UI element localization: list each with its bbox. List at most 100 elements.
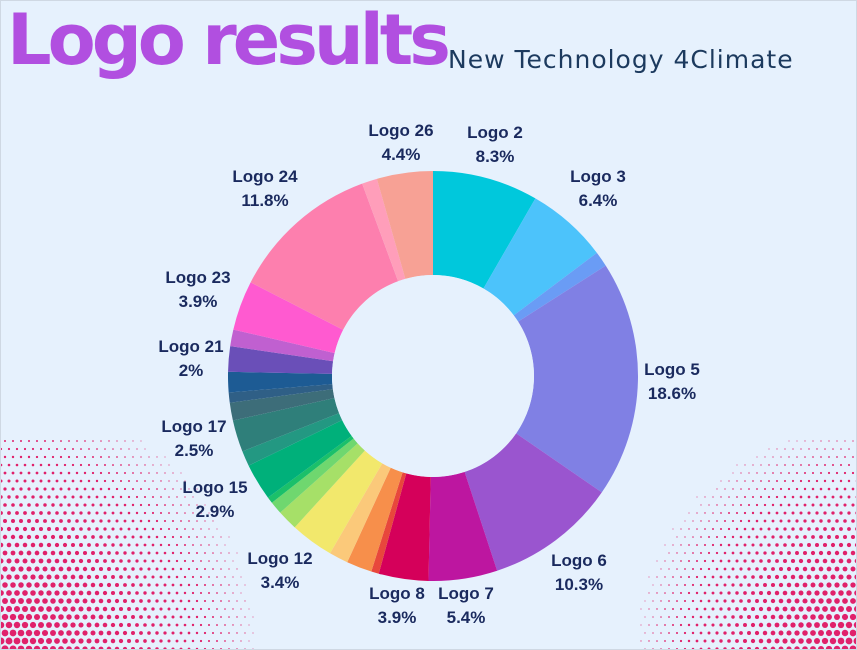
halftone-dot: [51, 519, 55, 523]
halftone-dot: [660, 584, 662, 586]
halftone-dot: [10, 598, 16, 604]
halftone-dot: [703, 639, 707, 643]
halftone-dot: [9, 645, 17, 649]
halftone-dot: [695, 639, 699, 643]
halftone-dot: [139, 647, 143, 649]
halftone-dot: [35, 503, 39, 507]
label-name-logo-8: Logo 8: [369, 584, 425, 603]
halftone-dot: [155, 567, 159, 571]
halftone-dot: [9, 613, 17, 621]
halftone-dot: [183, 607, 187, 611]
halftone-dot: [17, 645, 25, 649]
halftone-dot: [43, 455, 47, 459]
halftone-dot: [719, 607, 723, 611]
halftone-dot: [38, 558, 44, 564]
halftone-dot: [232, 560, 234, 562]
halftone-dot: [159, 591, 163, 595]
halftone-dot: [811, 503, 815, 507]
halftone-dot: [10, 534, 16, 540]
halftone-dot: [195, 599, 199, 603]
halftone-dot: [139, 519, 143, 523]
halftone-dot: [70, 558, 76, 564]
halftone-dot: [696, 528, 698, 530]
halftone-dot: [792, 448, 794, 450]
halftone-dot: [782, 622, 788, 628]
halftone-dot: [854, 590, 856, 596]
halftone-dot: [39, 447, 43, 451]
halftone-dot: [735, 607, 739, 611]
halftone-dot: [684, 568, 686, 570]
halftone-dot: [143, 623, 147, 627]
halftone-dot: [10, 566, 16, 572]
halftone-dot: [63, 495, 67, 499]
halftone-dot: [735, 575, 739, 579]
halftone-dot: [822, 590, 828, 596]
halftone-dot: [743, 591, 747, 595]
halftone-dot: [103, 559, 107, 563]
halftone-dot: [851, 503, 855, 507]
halftone-dot: [39, 463, 43, 467]
halftone-dot: [790, 638, 796, 644]
halftone-dot: [806, 622, 812, 628]
halftone-dot: [703, 623, 707, 627]
halftone-dot: [208, 592, 210, 594]
halftone-dot: [7, 495, 11, 499]
halftone-dot: [58, 630, 64, 636]
halftone-dot: [208, 528, 210, 530]
halftone-dot: [30, 558, 36, 564]
halftone-dot: [156, 488, 158, 490]
halftone-dot: [824, 448, 826, 450]
halftone-dot: [127, 527, 131, 531]
halftone-dot: [780, 472, 782, 474]
halftone-dot: [834, 566, 840, 572]
halftone-dot: [835, 519, 839, 523]
halftone-dot: [652, 584, 654, 586]
halftone-dot: [759, 543, 763, 547]
halftone-dot: [847, 527, 851, 531]
halftone-dot: [7, 447, 11, 451]
halftone-dot: [131, 615, 135, 619]
halftone-dot: [751, 575, 755, 579]
halftone-dot: [119, 527, 123, 531]
halftone-dot: [22, 590, 28, 596]
halftone-dot: [841, 629, 849, 637]
halftone-dot: [51, 503, 55, 507]
halftone-dot: [62, 622, 68, 628]
halftone-dot: [144, 480, 146, 482]
halftone-dot: [82, 582, 88, 588]
halftone-dot: [798, 622, 804, 628]
halftone-dot: [679, 591, 683, 595]
halftone-dot: [841, 613, 849, 621]
halftone-dot: [51, 455, 55, 459]
halftone-dot: [783, 527, 787, 531]
halftone-dot: [59, 487, 63, 491]
halftone-dot: [67, 503, 71, 507]
halftone-dot: [94, 622, 100, 628]
halftone-dot: [854, 574, 856, 580]
halftone-dot: [675, 631, 679, 635]
halftone-dot: [822, 606, 828, 612]
halftone-dot: [132, 440, 134, 442]
halftone-dot: [755, 599, 759, 603]
donut-slice-logo-24: [250, 183, 399, 330]
halftone-dot: [779, 551, 783, 555]
halftone-dot: [244, 600, 246, 602]
halftone-dot: [704, 528, 706, 530]
halftone-dot: [236, 552, 238, 554]
halftone-dot: [107, 471, 111, 475]
halftone-dot: [838, 574, 844, 580]
halftone-dot: [798, 574, 804, 580]
halftone-dot: [224, 624, 226, 626]
halftone-dot: [840, 448, 842, 450]
halftone-dot: [770, 630, 776, 636]
halftone-dot: [831, 527, 835, 531]
halftone-dot: [159, 559, 163, 563]
halftone-dot: [130, 646, 136, 649]
halftone-dot: [816, 448, 818, 450]
halftone-dot: [839, 495, 843, 499]
halftone-dot: [680, 528, 682, 530]
halftone-dot: [108, 440, 110, 442]
halftone-dot: [784, 448, 786, 450]
halftone-dot: [67, 535, 71, 539]
halftone-dot: [136, 480, 138, 482]
